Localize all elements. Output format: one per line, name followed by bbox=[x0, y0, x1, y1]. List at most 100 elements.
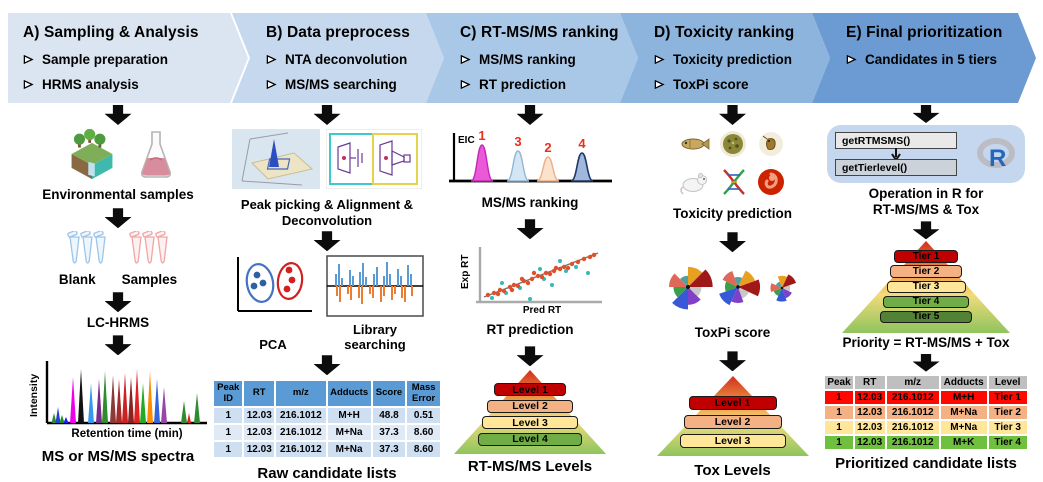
r-logo-icon: R bbox=[975, 134, 1017, 179]
down-arrow-icon bbox=[313, 231, 341, 252]
environment-scene-icon bbox=[62, 128, 122, 185]
deconvolution-plot-icon bbox=[325, 128, 423, 194]
r-function: getTierlevel() bbox=[835, 159, 957, 176]
down-arrow-icon bbox=[719, 232, 746, 253]
step-title: D) Toxicity ranking bbox=[654, 24, 795, 41]
table-header-row: Peak RT m/z Adducts Level bbox=[825, 375, 1027, 389]
table-cell: 216.1012 bbox=[276, 408, 326, 424]
bullet-arrowhead-icon bbox=[460, 54, 471, 65]
library-searching-plot-icon bbox=[326, 255, 424, 322]
table-cell: Score bbox=[372, 381, 406, 407]
sample-tubes-icon bbox=[128, 229, 170, 272]
spectra-chart: Intensity bbox=[23, 357, 213, 448]
table-cell: 12.03 bbox=[244, 442, 275, 458]
step-title: A) Sampling & Analysis bbox=[23, 24, 199, 41]
tier-bar: Tier 1 bbox=[894, 250, 958, 263]
table-cell: 216.1012 bbox=[276, 442, 326, 458]
bullet-arrowhead-icon bbox=[23, 54, 34, 65]
table-cell: 37.3 bbox=[372, 442, 406, 458]
dna-icon bbox=[717, 167, 749, 202]
rt-scatter-chart: Exp RT Pred RT bbox=[454, 243, 606, 322]
level-bar: Level 3 bbox=[482, 416, 578, 430]
priority-caption: Priority = RT-MS/MS + Tox bbox=[842, 335, 1010, 351]
bullet-arrowhead-icon bbox=[266, 79, 277, 90]
tox-levels-caption: Tox Levels bbox=[694, 462, 771, 480]
table-cell: M+H bbox=[940, 390, 987, 404]
down-arrow-icon bbox=[104, 105, 132, 125]
bullet-arrowhead-icon bbox=[846, 54, 857, 65]
table-cell: 8.60 bbox=[407, 425, 440, 441]
peak-3d-plot-icon bbox=[232, 129, 320, 194]
level-bar: Level 2 bbox=[487, 399, 573, 413]
r-caption-line2: RT-MS/MS & Tox bbox=[872, 202, 980, 218]
level-bar: Level 4 bbox=[478, 432, 582, 446]
pca-label: PCA bbox=[259, 337, 287, 353]
table-cell: Peak ID bbox=[214, 381, 243, 407]
lchrms-label: LC-HRMS bbox=[86, 315, 150, 331]
table-cell: 12.03 bbox=[244, 425, 275, 441]
table-cell: m/z bbox=[276, 381, 326, 407]
step-bullet: HRMS analysis bbox=[42, 77, 139, 92]
eic-chart: EIC 1 3 2 4 bbox=[444, 128, 616, 195]
table-cell: M+Na bbox=[940, 405, 987, 419]
down-arrow-icon bbox=[516, 219, 544, 240]
priority-tiers-pyramid: Tier 1 Tier 2 Tier 3 Tier 4 Tier 5 bbox=[842, 241, 1010, 334]
table-cell: Tier 4 bbox=[988, 435, 1027, 449]
table-cell: 1 bbox=[825, 420, 853, 434]
table-row: 1 12.03 216.1012 M+Na 37.3 8.60 bbox=[214, 425, 440, 441]
down-arrow-icon bbox=[719, 105, 746, 125]
tier-bar: Tier 5 bbox=[880, 310, 972, 324]
svg-text:2: 2 bbox=[544, 140, 551, 155]
r-function: getRTMSMS() bbox=[835, 132, 957, 149]
msms-ranking-caption: MS/MS ranking bbox=[481, 195, 579, 210]
svg-text:R: R bbox=[989, 145, 1006, 172]
env-samples-caption: Environmental samples bbox=[42, 187, 194, 202]
table-cell: 48.8 bbox=[372, 408, 406, 424]
down-arrow-icon bbox=[912, 353, 940, 372]
step-title: B) Data preprocess bbox=[266, 24, 410, 41]
toxicity-prediction-caption: Toxicity prediction bbox=[672, 206, 792, 221]
level-bar: Level 2 bbox=[683, 415, 782, 430]
svg-text:Pred RT: Pred RT bbox=[523, 305, 561, 316]
table-row: 1 12.03 216.1012 M+Na 37.3 8.60 bbox=[214, 442, 440, 458]
column-toxicity: Toxicity prediction ToxPi score Level 1 … bbox=[630, 105, 835, 479]
algae-icon bbox=[717, 129, 749, 164]
step-header-sampling: A) Sampling & Analysis Sample preparatio… bbox=[8, 13, 248, 103]
table-cell: Tier 3 bbox=[988, 420, 1027, 434]
r-caption-line1: Operation in R for bbox=[868, 186, 984, 201]
table-cell: M+Na bbox=[327, 442, 371, 458]
tier-bar: Tier 4 bbox=[883, 295, 969, 309]
table-cell: 1 bbox=[825, 435, 853, 449]
fish-icon bbox=[679, 129, 711, 164]
table-cell: 12.03 bbox=[854, 405, 885, 419]
table-cell: Mass Error bbox=[407, 381, 440, 407]
step-bullet: Toxicity prediction bbox=[673, 52, 793, 67]
toxpi-fan-icon bbox=[660, 260, 806, 319]
bullet-arrowhead-icon bbox=[266, 54, 277, 65]
down-arrow-icon bbox=[516, 346, 544, 367]
table-cell: 12.03 bbox=[854, 420, 885, 434]
svg-text:Exp RT: Exp RT bbox=[460, 255, 471, 289]
column-rtmsms: EIC 1 3 2 4 MS/MS ranking Exp RT bbox=[434, 105, 626, 475]
table-cell: 1 bbox=[825, 405, 853, 419]
flask-icon bbox=[138, 130, 174, 185]
svg-text:Retention time (min): Retention time (min) bbox=[71, 428, 182, 440]
rtmsms-levels-pyramid: Level 1 Level 2 Level 3 Level 4 bbox=[454, 370, 606, 455]
down-arrow-icon bbox=[912, 105, 940, 123]
tox-levels-pyramid: Level 1 Level 2 Level 3 bbox=[656, 376, 809, 457]
r-operation-box: getRTMSMS() getTierlevel() R bbox=[827, 125, 1025, 183]
svg-text:1: 1 bbox=[478, 128, 485, 143]
blank-label: Blank bbox=[58, 272, 96, 288]
bullet-arrowhead-icon bbox=[654, 79, 665, 90]
bullet-arrowhead-icon bbox=[460, 79, 471, 90]
down-arrow-icon bbox=[104, 208, 132, 229]
table-cell: Level bbox=[988, 375, 1027, 389]
step-bullet: RT prediction bbox=[479, 77, 566, 92]
rt-prediction-caption: RT prediction bbox=[486, 322, 574, 338]
prioritized-table: Peak RT m/z Adducts Level 1 12.03 216.10… bbox=[823, 373, 1029, 451]
bullet-arrowhead-icon bbox=[654, 54, 665, 65]
step-bullet: Candidates in 5 tiers bbox=[865, 52, 998, 67]
table-cell: M+Na bbox=[327, 425, 371, 441]
daphnia-icon bbox=[755, 129, 787, 164]
table-cell: Peak bbox=[825, 375, 853, 389]
